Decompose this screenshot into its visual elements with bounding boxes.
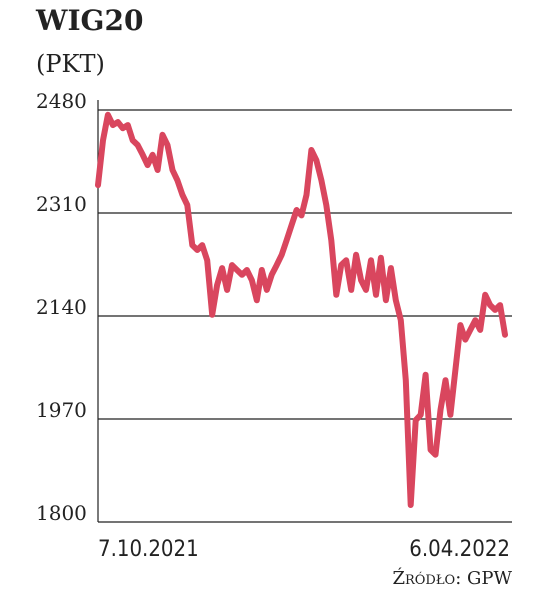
x-tick-label: 6.04.2022: [409, 537, 510, 562]
y-tick-label: 2310: [36, 192, 87, 216]
y-tick-label: 1800: [36, 501, 87, 525]
chart-title: WIG20: [35, 4, 143, 37]
source: Źródło: GPW: [392, 566, 512, 589]
y-tick-label: 2480: [36, 89, 87, 113]
x-tick-label: 7.10.2021: [98, 537, 199, 562]
chart-subtitle: (PKT): [36, 50, 105, 78]
y-tick-label: 1970: [36, 398, 87, 422]
y-tick-label: 2140: [36, 295, 87, 319]
data-line: [95, 111, 508, 508]
